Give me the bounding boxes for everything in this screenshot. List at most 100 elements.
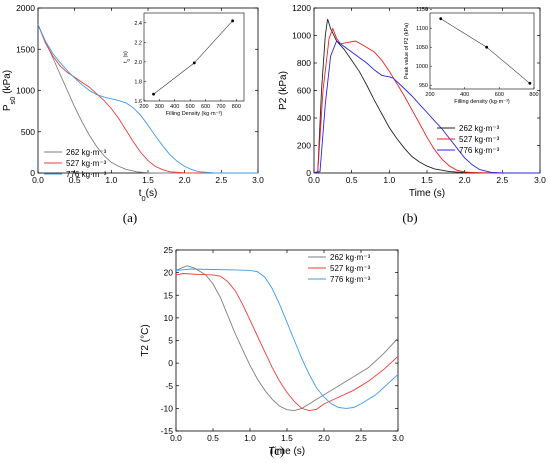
inset-x-tick-label: 200 xyxy=(425,92,434,98)
inset-y-tick-label: 1.8 xyxy=(134,79,142,85)
inset-x-tick-label: 800 xyxy=(529,92,538,98)
y-axis-label: P2 (kPa) xyxy=(278,71,289,110)
x-axis-label: Time (s) xyxy=(409,188,445,199)
x-tick-label: 3.0 xyxy=(534,175,546,185)
inset-x-tick-label: 600 xyxy=(495,92,504,98)
x-axis-label: t0(s) xyxy=(139,188,158,203)
inset-chart: 200 300 400 500 600 700 800 1.6 1.8 2.0 2.2 2.4 Fill… xyxy=(123,12,245,117)
y-axis-label: T2 (°C) xyxy=(140,324,151,356)
inset-y-tick-label: 2.4 xyxy=(134,21,142,27)
inset-y-tick-label: 1150 xyxy=(416,7,428,13)
panel-label: (a) xyxy=(123,210,137,225)
y-tick-label: 25 xyxy=(164,245,174,255)
series-line-3 xyxy=(175,268,399,409)
inset-y-tick-label: 1000 xyxy=(416,64,428,70)
y-tick-label: 1000 xyxy=(16,86,35,96)
x-tick-label: 0.5 xyxy=(69,175,81,185)
x-tick-label: 0.0 xyxy=(170,433,182,443)
inset-x-tick-label: 300 xyxy=(155,104,164,110)
inset-x-axis-label: Filling density (kg·m⁻³) xyxy=(454,99,510,105)
x-axis-label: Time (s) xyxy=(269,446,305,457)
y-tick-label: 0 xyxy=(168,358,173,368)
series-line-2 xyxy=(313,27,540,174)
y-tick-label: 500 xyxy=(21,127,35,137)
inset-x-tick-label: 500 xyxy=(186,104,195,110)
x-tick-label: 1.0 xyxy=(244,433,256,443)
legend-label: 776 kg·m⁻³ xyxy=(66,170,107,179)
x-tick-label: 2.0 xyxy=(179,175,191,185)
legend-label: 262 kg·m⁻³ xyxy=(459,124,500,133)
x-tick-label: 1.5 xyxy=(142,175,154,185)
inset-point xyxy=(192,61,196,65)
inset-y-tick-label: 1100 xyxy=(416,26,428,32)
x-tick-label: 3.0 xyxy=(252,175,264,185)
x-tick-label: 0.5 xyxy=(346,175,358,185)
inset-y-tick-label: 2.2 xyxy=(134,40,142,46)
series-line-1 xyxy=(175,265,399,412)
x-tick-label: 2.5 xyxy=(355,433,367,443)
inset-x-tick-label: 200 xyxy=(139,104,148,110)
series-line-3 xyxy=(313,40,540,174)
y-tick-label: 600 xyxy=(297,86,311,96)
inset-y-tick-label: 2.0 xyxy=(134,60,142,66)
y-tick-label: 1500 xyxy=(16,44,35,54)
x-tick-label: 0.5 xyxy=(207,433,219,443)
x-tick-label: 0.0 xyxy=(308,175,320,185)
y-tick-label: 15 xyxy=(164,290,174,300)
y-tick-label: -5 xyxy=(165,381,173,391)
inset-point xyxy=(528,81,532,85)
legend-label: 262 kg·m⁻³ xyxy=(330,253,371,262)
x-tick-label: 1.0 xyxy=(383,175,395,185)
series-line-3 xyxy=(37,24,258,174)
inset-x-tick-label: 700 xyxy=(216,104,225,110)
inset-chart: 200 400 600 800 950 1000 1050 1100 1150 Filling d… xyxy=(404,7,539,105)
inset-x-tick-label: 400 xyxy=(460,92,469,98)
inset-point xyxy=(231,19,235,23)
y-tick-label: 200 xyxy=(297,141,311,151)
legend-label: 527 kg·m⁻³ xyxy=(330,264,371,273)
y-tick-label: 5 xyxy=(168,336,173,346)
y-tick-label: 0 xyxy=(306,168,311,178)
panel-label: (c) xyxy=(270,443,284,458)
x-tick-label: 1.5 xyxy=(281,433,293,443)
series-line-2 xyxy=(37,24,258,174)
inset-y-tick-label: 1.6 xyxy=(134,99,142,105)
series-line-1 xyxy=(313,18,540,174)
series-line-1 xyxy=(37,24,258,174)
y-tick-label: 1000 xyxy=(292,31,311,41)
y-axis-label: Ps0 (kPa) xyxy=(2,70,17,111)
inset-frame xyxy=(143,12,245,102)
x-tick-label: 2.0 xyxy=(318,433,330,443)
inset-y-tick-label: 950 xyxy=(419,83,428,89)
y-tick-label: -10 xyxy=(161,403,174,413)
panel-b: 0.0 0.5 1.0 1.5 2.0 2.5 3.0 0 200 400 600 800 1000 12… xyxy=(278,3,546,225)
y-tick-label: 800 xyxy=(297,58,311,68)
inset-y-axis-label: Peak value of P2 (kPa) xyxy=(404,23,410,79)
y-tick-label: 2000 xyxy=(16,3,35,13)
x-tick-label: 0.0 xyxy=(32,175,44,185)
x-tick-label: 2.0 xyxy=(459,175,471,185)
inset-x-tick-label: 600 xyxy=(201,104,210,110)
inset-point xyxy=(152,92,155,96)
inset-y-axis-label: t0 (s) xyxy=(123,51,131,63)
series-line-2 xyxy=(175,273,399,412)
legend-label: 527 kg·m⁻³ xyxy=(459,135,500,144)
y-tick-label: 10 xyxy=(164,313,174,323)
inset-y-tick-label: 1050 xyxy=(416,45,428,51)
x-tick-label: 3.0 xyxy=(392,433,404,443)
y-tick-label: 1200 xyxy=(292,3,311,13)
legend-label: 262 kg·m⁻³ xyxy=(66,148,107,157)
inset-point xyxy=(439,17,443,21)
legend-label: 776 kg·m⁻³ xyxy=(330,275,371,284)
x-tick-label: 1.5 xyxy=(421,175,433,185)
y-tick-label: 0 xyxy=(30,168,35,178)
y-tick-label: 20 xyxy=(164,268,174,278)
inset-x-tick-label: 800 xyxy=(232,104,241,110)
panel-label: (b) xyxy=(402,210,417,225)
y-tick-label: -15 xyxy=(161,426,174,436)
inset-frame xyxy=(429,12,535,90)
inset-x-tick-label: 400 xyxy=(170,104,179,110)
x-tick-label: 2.5 xyxy=(496,175,508,185)
panel-a: 0.0 0.5 1.0 1.5 2.0 2.5 3.0 0 500 1000 1500 2000 t0(… xyxy=(2,3,264,225)
